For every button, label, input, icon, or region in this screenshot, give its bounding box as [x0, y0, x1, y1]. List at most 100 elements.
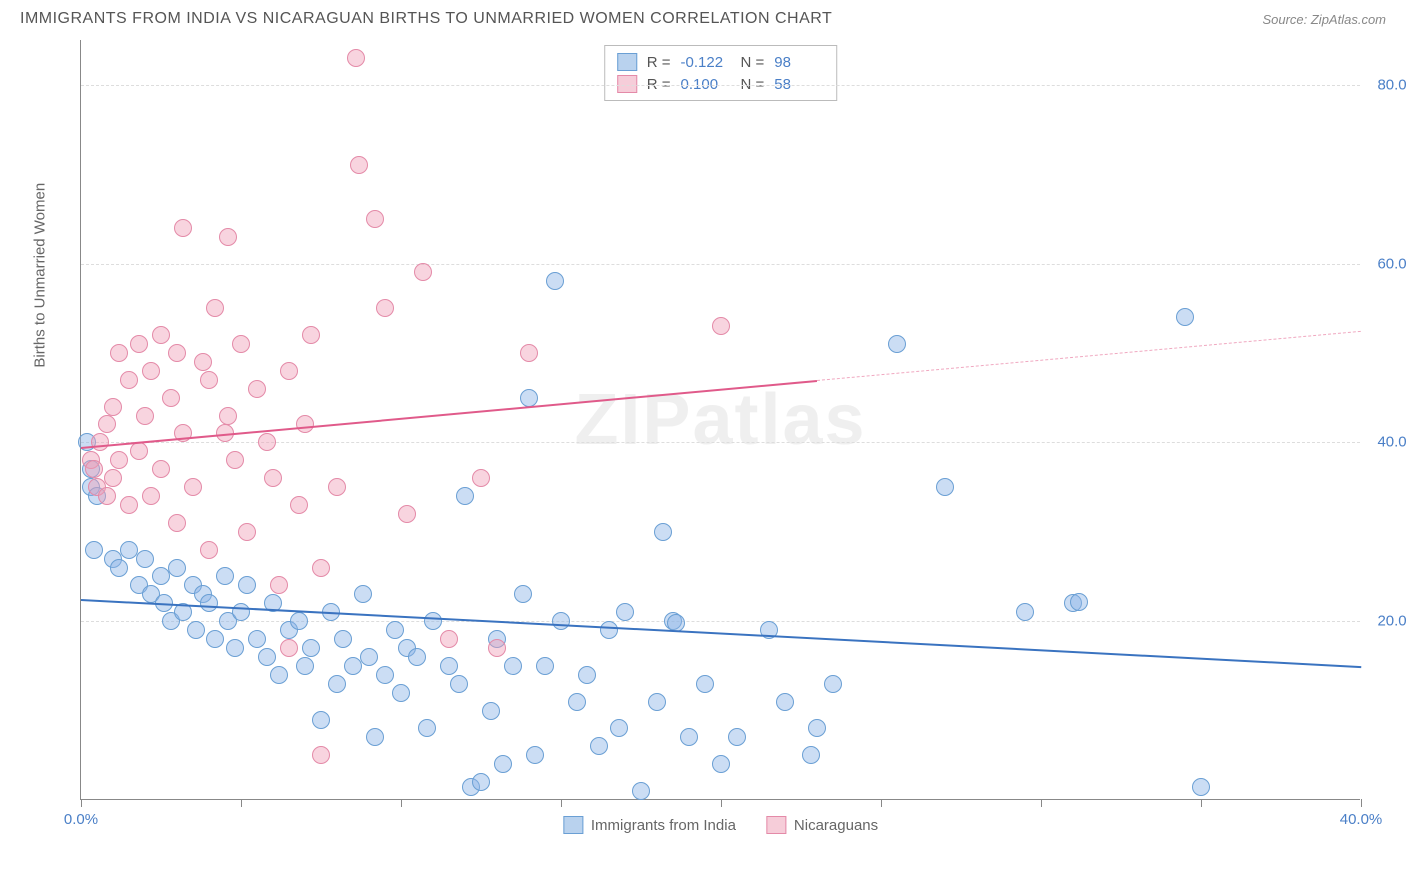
data-point	[520, 344, 538, 362]
y-axis-label: Births to Unmarried Women	[32, 182, 49, 367]
data-point	[1176, 308, 1194, 326]
data-point	[142, 487, 160, 505]
data-point	[776, 693, 794, 711]
data-point	[302, 639, 320, 657]
data-point	[168, 514, 186, 532]
data-point	[270, 576, 288, 594]
data-point	[1016, 603, 1034, 621]
data-point	[152, 567, 170, 585]
data-point	[194, 353, 212, 371]
data-point	[712, 755, 730, 773]
data-point	[219, 407, 237, 425]
data-point	[168, 344, 186, 362]
data-point	[312, 559, 330, 577]
data-point	[130, 442, 148, 460]
data-point	[98, 487, 116, 505]
data-point	[696, 675, 714, 693]
x-tick	[881, 799, 882, 807]
data-point	[142, 362, 160, 380]
data-point	[456, 487, 474, 505]
stats-legend: R = -0.122N = 98R = 0.100N = 58	[604, 45, 838, 101]
data-point	[168, 559, 186, 577]
data-point	[414, 263, 432, 281]
data-point	[270, 666, 288, 684]
x-tick	[561, 799, 562, 807]
data-point	[85, 460, 103, 478]
gridline-horizontal	[81, 264, 1360, 265]
data-point	[712, 317, 730, 335]
data-point	[238, 576, 256, 594]
data-point	[120, 496, 138, 514]
data-point	[440, 657, 458, 675]
data-point	[488, 639, 506, 657]
data-point	[536, 657, 554, 675]
data-point	[680, 728, 698, 746]
data-point	[219, 228, 237, 246]
data-point	[440, 630, 458, 648]
data-point	[187, 621, 205, 639]
data-point	[526, 746, 544, 764]
data-point	[600, 621, 618, 639]
data-point	[248, 380, 266, 398]
data-point	[200, 594, 218, 612]
data-point	[552, 612, 570, 630]
data-point	[290, 612, 308, 630]
data-point	[104, 469, 122, 487]
data-point	[334, 630, 352, 648]
data-point	[152, 326, 170, 344]
data-point	[350, 156, 368, 174]
data-point	[110, 344, 128, 362]
header: IMMIGRANTS FROM INDIA VS NICARAGUAN BIRT…	[0, 0, 1406, 33]
gridline-horizontal	[81, 621, 1360, 622]
source-attribution: Source: ZipAtlas.com	[1262, 12, 1386, 27]
x-tick	[81, 799, 82, 807]
legend-label: Immigrants from India	[591, 817, 736, 834]
data-point	[91, 433, 109, 451]
data-point	[472, 773, 490, 791]
data-point	[296, 657, 314, 675]
data-point	[610, 719, 628, 737]
data-point	[232, 603, 250, 621]
data-point	[802, 746, 820, 764]
data-point	[482, 702, 500, 720]
data-point	[408, 648, 426, 666]
data-point	[648, 693, 666, 711]
data-point	[398, 505, 416, 523]
data-point	[514, 585, 532, 603]
legend-label: Nicaraguans	[794, 817, 878, 834]
legend-item: Nicaraguans	[766, 816, 878, 834]
x-tick	[721, 799, 722, 807]
data-point	[312, 711, 330, 729]
data-point	[238, 523, 256, 541]
data-point	[360, 648, 378, 666]
x-tick	[1201, 799, 1202, 807]
data-point	[472, 469, 490, 487]
y-tick-label: 40.0%	[1365, 434, 1406, 451]
x-tick-label: 0.0%	[64, 811, 98, 828]
x-axis-legend: Immigrants from India Nicaraguans	[563, 816, 878, 834]
data-point	[728, 728, 746, 746]
data-point	[936, 478, 954, 496]
data-point	[376, 666, 394, 684]
legend-swatch	[766, 816, 786, 834]
x-tick	[401, 799, 402, 807]
chart-title: IMMIGRANTS FROM INDIA VS NICARAGUAN BIRT…	[20, 10, 832, 28]
data-point	[248, 630, 266, 648]
legend-swatch	[617, 53, 637, 71]
data-point	[376, 299, 394, 317]
data-point	[184, 478, 202, 496]
stats-row: R = -0.122N = 98	[617, 51, 825, 73]
data-point	[366, 210, 384, 228]
stat-n-label: N =	[741, 54, 765, 71]
x-tick-label: 40.0%	[1340, 811, 1383, 828]
stat-r-value: -0.122	[681, 54, 731, 71]
data-point	[354, 585, 372, 603]
data-point	[280, 362, 298, 380]
data-point	[1192, 778, 1210, 796]
data-point	[264, 469, 282, 487]
gridline-horizontal	[81, 85, 1360, 86]
data-point	[136, 407, 154, 425]
legend-swatch	[563, 816, 583, 834]
data-point	[347, 49, 365, 67]
legend-item: Immigrants from India	[563, 816, 736, 834]
